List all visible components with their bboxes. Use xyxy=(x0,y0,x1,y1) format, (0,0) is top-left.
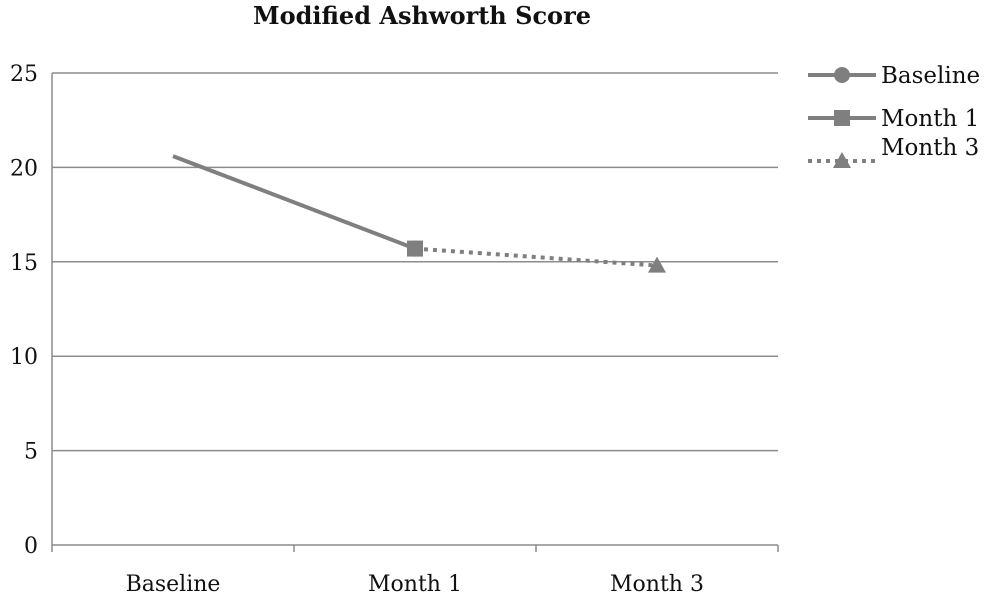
legend-label-month-3: Month 3 xyxy=(881,135,979,161)
legend-label-baseline: Baseline xyxy=(881,63,980,89)
x-tick-label: Month 3 xyxy=(610,572,704,597)
series-line-baseline xyxy=(172,154,416,251)
y-tick-label: 10 xyxy=(10,345,38,370)
legend-marker-baseline xyxy=(834,67,850,83)
y-tick-labels: 0 5 10 15 20 25 xyxy=(10,62,38,559)
chart-title: Modified Ashworth Score xyxy=(253,1,591,30)
x-tick-labels: Baseline Month 1 Month 3 xyxy=(126,572,704,597)
gridlines xyxy=(52,72,778,452)
y-tick-label: 5 xyxy=(24,440,38,465)
y-tick-label: 0 xyxy=(24,534,38,559)
y-tick-label: 15 xyxy=(10,251,38,276)
data-point-month-1 xyxy=(407,240,423,257)
data-point-month-3 xyxy=(648,256,666,273)
x-tick-label: Month 1 xyxy=(368,572,462,597)
y-tick-label: 20 xyxy=(10,156,38,181)
legend-marker-month-1 xyxy=(834,110,850,126)
legend-label-month-1: Month 1 xyxy=(881,106,979,132)
legend: Baseline Month 1 Month 3 xyxy=(808,63,980,168)
legend-marker-month-3 xyxy=(833,152,851,168)
axes xyxy=(51,73,779,552)
x-tick-label: Baseline xyxy=(126,572,221,597)
series-layer xyxy=(172,154,666,273)
series-line-month-3 xyxy=(414,246,658,268)
y-tick-label: 25 xyxy=(10,62,38,87)
